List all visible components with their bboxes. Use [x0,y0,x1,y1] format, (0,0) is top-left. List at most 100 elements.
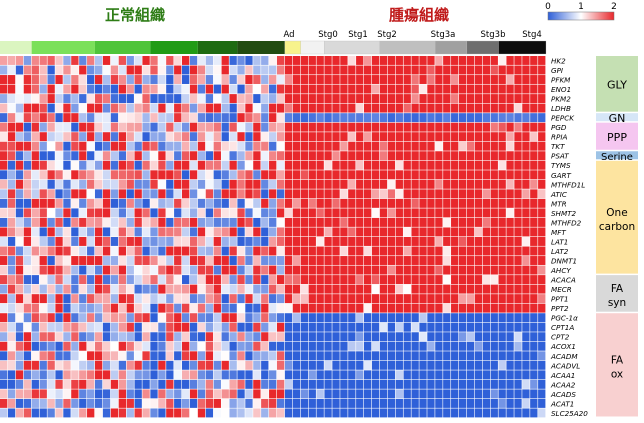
heatmap-cell [142,141,150,151]
heatmap-cell [15,84,24,94]
heatmap-cell [292,84,301,94]
heatmap-cell [221,294,229,304]
heatmap-cell [506,313,514,323]
heatmap-cell [221,351,229,361]
heatmap-cell [403,189,411,199]
heatmap-cell [498,360,506,370]
heatmap-cell [31,198,39,208]
heatmap-cell [411,103,419,113]
heatmap-cell [142,265,150,275]
heatmap-cell [324,351,332,361]
heatmap-cell [158,84,166,94]
gene-label: MTR [551,199,567,208]
heatmap-cell [182,341,190,351]
heatmap-cell [474,170,483,180]
heatmap-cell [7,56,16,65]
heatmap-cell [237,122,245,132]
heatmap-cell [538,94,546,104]
heatmap-cell [87,132,95,142]
heatmap-cell [110,303,119,313]
heatmap-cell [284,294,293,304]
heatmap-cell [316,179,324,189]
heatmap-cell [158,217,166,227]
heatmap-cell [498,398,506,408]
heatmap-cell [435,351,443,361]
heatmap-cell [379,408,388,418]
heatmap-cell [395,65,403,75]
heatmap-cell [340,360,348,370]
heatmap-cell [102,84,111,94]
pathway-block [596,122,638,150]
gene-label: PKM2 [551,95,571,104]
heatmap-cell [221,398,229,408]
heatmap-cell [213,398,221,408]
heatmap-cell [94,322,103,332]
heatmap-cell [63,398,71,408]
heatmap-cell [324,65,332,75]
heatmap-cell [364,208,372,218]
heatmap-cell [332,227,340,237]
heatmap-cell [356,170,364,180]
heatmap-cell [419,198,427,208]
heatmap-cell [39,122,47,132]
heatmap-cell [7,151,16,161]
heatmap-cell [348,56,356,65]
heatmap-cell [276,94,285,104]
heatmap-cell [205,256,214,265]
heatmap-cell [269,160,277,170]
heatmap-cell [166,265,174,275]
heatmap-cell [340,237,348,246]
heatmap-cell [213,332,221,342]
heatmap-cell [403,160,411,170]
heatmap-cell [118,332,127,342]
heatmap-cell [490,170,498,180]
heatmap-cell [87,360,95,370]
heatmap-cell [332,265,340,275]
heatmap-cell [482,217,491,227]
heatmap-cell [118,160,127,170]
heatmap-cell [174,275,182,285]
heatmap-cell [466,170,475,180]
heatmap-cell [229,160,237,170]
heatmap-cell [23,313,32,323]
heatmap-cell [482,170,491,180]
heatmap-cell [158,56,166,65]
heatmap-cell [435,341,443,351]
heatmap-cell [466,360,475,370]
heatmap-cell [253,217,261,227]
heatmap-cell [79,275,87,285]
heatmap-cell [435,94,443,104]
heatmap-cell [110,294,119,304]
heatmap-cell [213,227,221,237]
heatmap-cell [530,237,538,246]
heatmap-cell [364,379,372,389]
heatmap-cell [514,275,522,285]
heatmap-cell [395,246,403,256]
heatmap-cell [150,294,158,304]
heatmap-cell [174,265,182,275]
heatmap-cell [39,294,47,304]
heatmap-cell [379,84,388,94]
heatmap-cell [514,227,522,237]
heatmap-cell [197,141,206,151]
heatmap-cell [284,198,293,208]
heatmap-cell [0,275,8,285]
heatmap-cell [253,189,261,199]
stage-label: Stg4 [522,30,542,40]
heatmap-cell [443,198,451,208]
heatmap-cell [395,389,403,399]
heatmap-cell [482,132,491,142]
heatmap-cell [229,65,237,75]
heatmap-cell [300,94,309,104]
heatmap-cell [292,237,301,246]
heatmap-cell [110,113,119,123]
heatmap-cell [63,132,71,142]
heatmap-cell [514,332,522,342]
heatmap-cell [300,84,309,94]
heatmap-cell [142,379,150,389]
heatmap-cell [71,398,79,408]
pathway-block [596,313,638,417]
heatmap-cell [538,303,546,313]
heatmap-cell [443,389,451,399]
heatmap-cell [276,170,285,180]
